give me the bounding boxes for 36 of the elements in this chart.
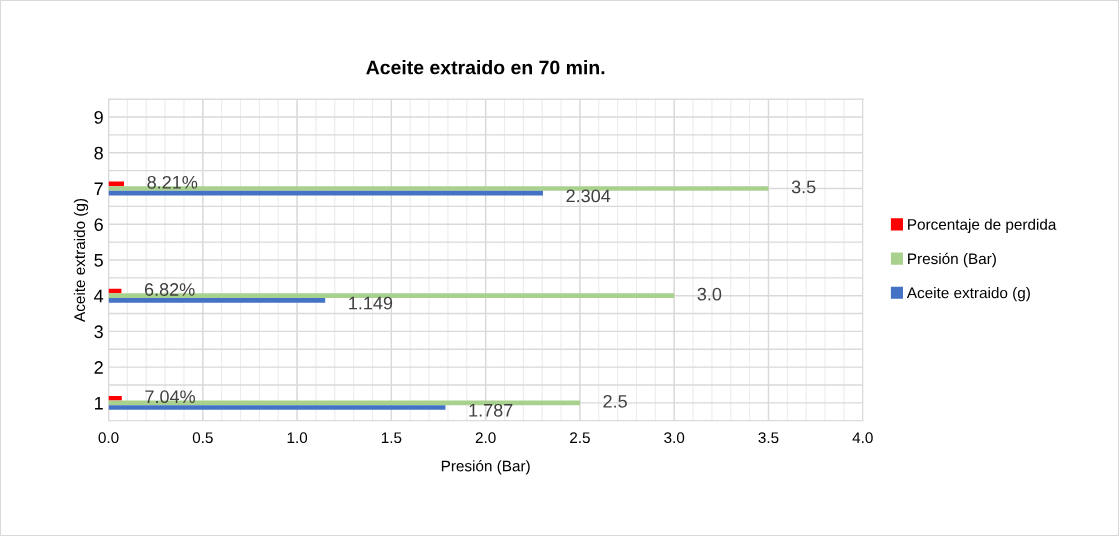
legend-label: Presión (Bar) bbox=[908, 252, 996, 268]
x-tick-label: 0.0 bbox=[98, 432, 119, 444]
y-tick-label: 5 bbox=[94, 254, 103, 267]
bar bbox=[108, 298, 326, 303]
x-tick-label: 2.5 bbox=[570, 432, 590, 444]
y-tick-label: 6 bbox=[94, 218, 103, 231]
x-tick-label: 3.5 bbox=[758, 432, 779, 444]
x-axis-title: Presión (Bar) bbox=[441, 459, 530, 475]
x-tick-label: 2.0 bbox=[475, 432, 496, 444]
bar bbox=[108, 405, 446, 410]
y-axis-title: Aceite extraido (g) bbox=[73, 198, 89, 322]
bar bbox=[108, 395, 122, 401]
x-tick-label: 1.5 bbox=[381, 432, 402, 444]
y-tick-label: 1 bbox=[95, 397, 103, 410]
data-label: 6.82% bbox=[144, 283, 195, 296]
data-label: 3.5 bbox=[791, 180, 816, 194]
y-tick-label: 8 bbox=[94, 146, 103, 160]
x-tick-label: 3.0 bbox=[664, 432, 685, 444]
y-tick-label: 4 bbox=[94, 289, 104, 303]
chart-title: Aceite extraido en 70 min. bbox=[366, 60, 605, 75]
y-tick-label: 3 bbox=[94, 325, 103, 339]
data-label: 7.04% bbox=[145, 390, 195, 404]
data-label: 3.0 bbox=[697, 287, 722, 301]
data-label: 1.787 bbox=[469, 403, 513, 417]
legend-label: Porcentaje de perdida bbox=[908, 218, 1057, 233]
y-tick-label: 7 bbox=[94, 182, 103, 196]
data-label: 8.21% bbox=[147, 175, 198, 189]
y-tick-label: 9 bbox=[94, 110, 103, 124]
x-tick-label: 1.0 bbox=[287, 432, 308, 444]
x-tick-label: 0.5 bbox=[192, 432, 213, 444]
data-label: 2.304 bbox=[566, 189, 611, 203]
x-tick-label: 4.0 bbox=[852, 432, 873, 444]
data-label: 1.149 bbox=[349, 296, 393, 310]
data-label: 2.5 bbox=[603, 394, 627, 408]
y-tick-label: 2 bbox=[94, 361, 103, 374]
legend-label: Aceite extraido (g) bbox=[906, 287, 1030, 302]
